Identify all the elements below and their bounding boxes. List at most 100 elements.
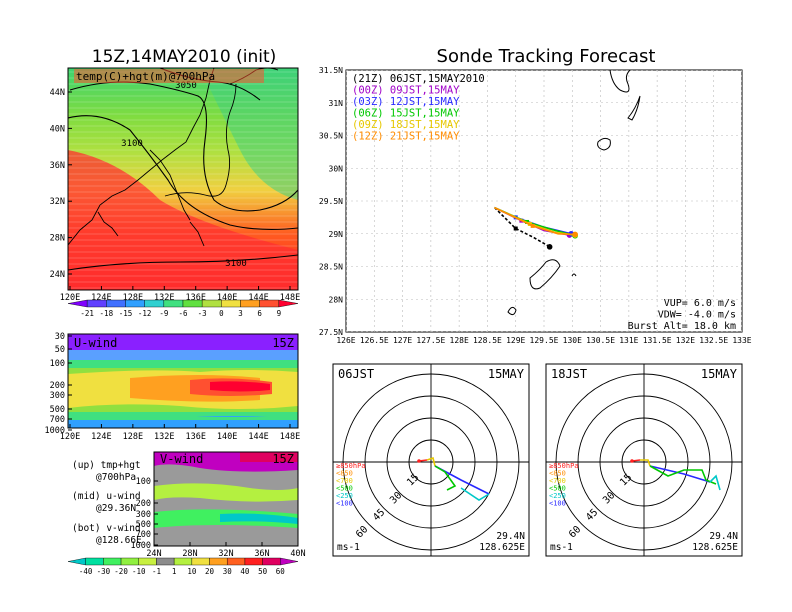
colorbar-label: -20 <box>114 567 128 576</box>
v-wind-colorbar: -40 -30 -20 -10 -1 1 10 20 30 40 50 60 <box>67 557 299 576</box>
temp-ytick-label: 36N <box>50 161 65 171</box>
temp-xtick-label: 148E <box>280 293 300 303</box>
track-end-5 <box>572 231 578 238</box>
hodo-date-label: 15MAY <box>701 367 738 381</box>
side-notes: (up) tmp+hgt@700hPa (mid) u-wind@29.36N (b… <box>72 460 142 546</box>
colorbar-swatch <box>278 299 299 308</box>
cool-region <box>200 68 298 200</box>
track-ticks: 126E 126.5E 127E 127.5E 128E 128.5E 129E 129.5E… <box>319 66 752 345</box>
hodo-trace-4 <box>709 474 721 491</box>
v-ytick-label: 200 <box>136 499 151 509</box>
temp-xtick-label: 136E <box>185 293 205 303</box>
hodo-trace-1 <box>640 459 651 467</box>
track-mid-5 <box>530 223 535 228</box>
track-ytick-label: 29N <box>329 230 344 239</box>
track-legend-entry: (00Z) 09JST,15MAY <box>352 85 460 97</box>
track-xtick-label: 130E <box>563 336 582 345</box>
hodo-legend-entry: <700 <box>549 477 566 485</box>
track-map-grid <box>346 70 742 332</box>
colorbar-label: -6 <box>178 309 188 318</box>
track-legend-entry: (06Z) 15JST,15MAY <box>352 108 460 120</box>
main-title: Sonde Tracking Forecast <box>437 46 656 67</box>
v-ytick-label: 1000 <box>131 541 151 551</box>
island-speck <box>571 273 577 277</box>
colorbar-swatch <box>259 299 280 308</box>
colorbar-label: -10 <box>132 567 146 576</box>
colorbar-swatch <box>67 557 86 566</box>
track-legend: (21Z) 06JST,15MAY2010(00Z) 09JST,15MAY(0… <box>352 73 485 143</box>
u-ytick-label: 1000 <box>45 426 65 436</box>
u-xtick-label: 144E <box>248 432 268 442</box>
v-xtick-label: 40N <box>290 549 305 559</box>
temp-ytick-label: 40N <box>50 124 65 134</box>
colorbar-swatch <box>173 557 193 566</box>
hodo-start-point <box>417 459 421 463</box>
track-ytick-label: 30.5N <box>319 132 343 141</box>
v-wind-panel: V-wind 15Z <box>154 452 298 546</box>
colorbar-swatch <box>244 557 263 566</box>
temp-map-frame <box>67 67 299 291</box>
hodo-lat-label: 29.4N <box>496 531 525 542</box>
contour-label-3100-south: 3100 <box>225 259 247 269</box>
track-ytick-label: 31N <box>329 99 344 108</box>
track-xtick-label: 128.5E <box>473 336 502 345</box>
u-ytick-label: 200 <box>50 381 65 391</box>
side-note: (mid) u-wind <box>72 491 141 502</box>
left-title: 15Z,14MAY2010 (init) <box>92 47 277 67</box>
side-note: (bot) v-wind <box>72 523 141 534</box>
hodo-trace-3 <box>649 465 717 485</box>
u-wind-panel: U-wind 15Z <box>68 334 298 428</box>
colorbar-label: 40 <box>240 567 250 576</box>
temp-xtick-label: 132E <box>154 293 174 303</box>
track-xtick-label: 127E <box>393 336 412 345</box>
temp-xtick-label: 144E <box>248 293 268 303</box>
hodo-legend-entry: <100 <box>549 500 566 508</box>
u-xtick-label: 140E <box>217 432 237 442</box>
colorbar-label: -1 <box>152 567 161 576</box>
hodo-legend-entry: <700 <box>336 477 353 485</box>
track-xtick-label: 128E <box>450 336 469 345</box>
colorbar-swatch <box>86 299 107 308</box>
hodograph-18jst: 15304560≥850hPa<850<700<500<250<10018JST… <box>545 363 743 557</box>
temp-map-label: temp(C)+hgt(m)@700hPa <box>76 70 215 83</box>
colorbar-swatch <box>144 299 165 308</box>
u-ytick-label: 300 <box>50 391 65 401</box>
track-xtick-label: 133E <box>732 336 751 345</box>
warm-region <box>68 150 298 290</box>
hodo-legend-entry: <500 <box>549 485 566 493</box>
u-xtick-label: 132E <box>154 432 174 442</box>
hodo-legend-entry: <850 <box>549 470 566 478</box>
track-xtick-label: 130.5E <box>586 336 615 345</box>
hodo-unit-label: ms-1 <box>550 542 573 553</box>
hodograph-06jst: 15304560≥850hPa<850<700<500<250<10006JST… <box>332 363 530 557</box>
u-wind-label: U-wind <box>74 336 117 350</box>
u-ytick-label: 30 <box>55 332 65 342</box>
u-xtick-label: 136E <box>185 432 205 442</box>
hodo-legend-entry: ≥850hPa <box>336 462 366 470</box>
v-ytick-label: 500 <box>136 520 151 530</box>
v-xtick-label: 32N <box>218 549 233 559</box>
hodo-trace-3 <box>460 487 490 501</box>
track-param: VDW= -4.0 m/s <box>658 310 736 321</box>
track-legend-entry: (12Z) 21JST,15MAY <box>352 131 460 143</box>
hodo-time-label: 18JST <box>551 367 587 381</box>
track-xtick-label: 131.5E <box>643 336 672 345</box>
temp-ytick-label: 44N <box>50 88 65 98</box>
temp-xtick-label: 128E <box>123 293 143 303</box>
temp-xtick-label: 124E <box>91 293 111 303</box>
u-ytick-label: 100 <box>50 359 65 369</box>
u-xtick-label: 120E <box>60 432 80 442</box>
colorbar-label: -21 <box>80 309 94 318</box>
track-xtick-label: 126E <box>336 336 355 345</box>
hodo-trace-2 <box>649 465 711 483</box>
hodo-legend-entry: <100 <box>336 500 353 508</box>
colorbar-label: -12 <box>138 309 152 318</box>
hodo-lon-label: 128.625E <box>479 542 525 553</box>
track-xtick-label: 129E <box>506 336 525 345</box>
colorbar-swatch <box>103 557 122 566</box>
colorbar-swatch <box>120 557 139 566</box>
u-wind-ticks: 120E 124E 128E 132E 136E 140E 144E 148E 30 50 100 2… <box>45 332 301 442</box>
track-param: Burst Alt= 18.0 km <box>628 321 736 332</box>
track-xtick-label: 129.5E <box>530 336 559 345</box>
